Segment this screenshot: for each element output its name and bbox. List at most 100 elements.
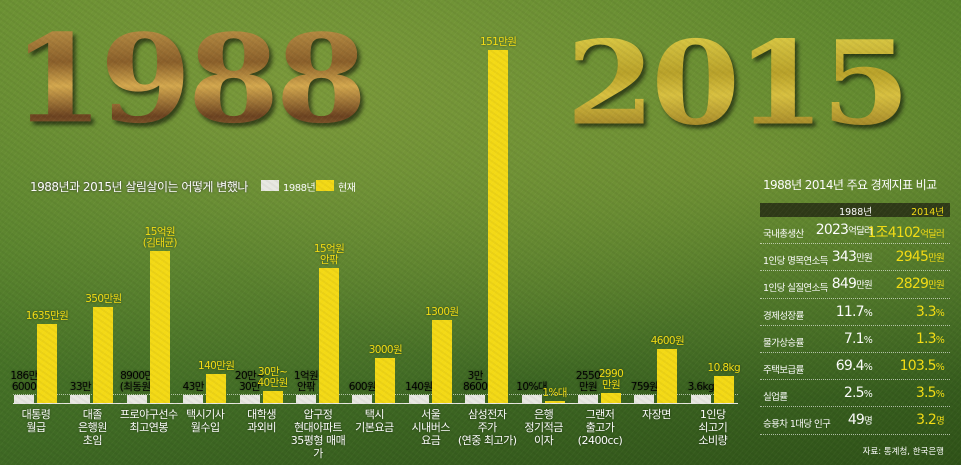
value: 69.4 (835, 357, 865, 374)
unit: 만원 (856, 253, 873, 265)
category-label-line: 이자 (533, 434, 554, 447)
category-label-line: 은행원 (77, 421, 107, 434)
value-label-line: 1635만원 (25, 309, 69, 322)
value-label-line: 1300원 (425, 306, 459, 319)
value-label-current: 15억원 (김태균) (135, 226, 185, 249)
category-label-line: 그랜저 (585, 408, 615, 421)
value-1988: 49명 (848, 412, 873, 428)
category-label-line: 요금 (421, 434, 441, 447)
value-label-line: 140원 (405, 380, 433, 393)
category-label-line: 월수입 (190, 421, 220, 434)
legend-swatch-1988 (261, 180, 279, 191)
unit: % (935, 361, 945, 373)
category-label: 1인당 쇠고기 소비량 (683, 408, 743, 447)
unit: 만원 (856, 280, 873, 292)
value-2014: 1조4102억달러 (868, 222, 945, 242)
category-label-line: 월급 (26, 421, 46, 434)
value-label-line: 350만원 (85, 292, 122, 305)
value-label-line: 3.6kg (687, 380, 715, 393)
chart-title: 1988년과 2015년 살림살이는 어떻게 변했나 (30, 180, 248, 194)
value-1988: 69.4% (835, 357, 873, 374)
value-label-line: 만원 (601, 379, 621, 392)
value-label-current: 151만원 (473, 37, 523, 48)
bar-1988 (352, 394, 373, 403)
value-label-1988: 140원 (394, 380, 444, 393)
value-label-line: 600원 (348, 380, 377, 393)
header-2014: 2014년 (911, 207, 944, 218)
unit: % (863, 334, 873, 346)
bar-current (657, 348, 678, 403)
category-label-line: 쇠고기 (698, 421, 728, 434)
value-2014: 3.5% (915, 385, 945, 402)
category-label-line: (연중 최고가) (457, 434, 517, 447)
category-label-line: 과외비 (247, 421, 277, 434)
value-1988: 7.1% (843, 330, 873, 347)
header-1988: 1988년 (839, 207, 872, 218)
category-label: 택시 기본요금 (344, 408, 404, 434)
value-label-line: 759원 (630, 380, 659, 393)
legend-label-1988: 1988년 (283, 183, 316, 194)
category-label-line: 택시기사 (185, 408, 225, 421)
table-title: 1988년 2014년 주요 경제지표 비교 (763, 178, 937, 192)
bar-1988 (183, 394, 204, 403)
unit: 만원 (928, 253, 945, 265)
value-label-current: 2990 만원 (586, 369, 636, 391)
value-label-1988: 1억원 안팎 (281, 369, 331, 393)
value-label-1988: 186만 6000 (0, 370, 49, 393)
category-label-line: 시내버스 (411, 421, 451, 434)
value-label-current: 3000원 (360, 345, 410, 356)
row-label: 승용차 1대당 인구 (763, 419, 831, 431)
value-label-1988: 10%대 (507, 381, 557, 393)
category-label-line: 서울 (421, 408, 441, 421)
row-label: 주택보급률 (763, 364, 804, 376)
value-label-current: 4600원 (642, 335, 692, 347)
value-label-line: 1억원 (293, 369, 319, 382)
category-label-line: 프로야구선수 (119, 408, 178, 421)
value-label-line: 20만~ (234, 369, 265, 382)
row-label: 국내총생산 (763, 229, 804, 240)
value-label-line: 3만 (467, 369, 484, 382)
row-label: 1인당 실질연소득 (763, 283, 828, 295)
value-2014: 3.2명 (916, 412, 945, 428)
legend-swatch-current (316, 180, 334, 191)
bar-1988 (239, 394, 260, 403)
category-label: 은행 정기적금 이자 (514, 408, 574, 447)
bar-1988 (126, 394, 147, 403)
bar-current (601, 393, 621, 403)
category-label: 대학생 과외비 (232, 408, 292, 434)
category-label: 자장면 (626, 408, 686, 421)
category-label-line: 은행 (533, 408, 554, 421)
value-label-1988: 759원 (619, 380, 669, 393)
value: 3.5 (915, 385, 937, 402)
category-label: 대졸 은행원 초임 (62, 408, 122, 447)
value-label-current: 350만원 (78, 292, 128, 305)
bar-current (713, 376, 734, 403)
bar-current (149, 250, 170, 403)
value: 7.1 (843, 330, 865, 347)
unit: 명 (936, 416, 945, 428)
value: 3.3 (915, 303, 937, 320)
value-label-1988: 3.6kg (676, 380, 726, 393)
legend-label-current: 현재 (338, 183, 356, 194)
value-label-line: 140만원 (198, 360, 235, 373)
category-label-line: 현대아파트 (293, 421, 343, 434)
source-note: 자료: 통계청, 한국은행 (862, 446, 944, 457)
bar-current (488, 50, 509, 403)
category-label-line: 대학생 (247, 408, 277, 421)
value-label-1988: 43만 (168, 381, 218, 393)
value-label-line: 3000원 (368, 344, 403, 357)
unit: % (935, 334, 945, 346)
category-label-line: 초임 (82, 434, 103, 447)
value-1988: 2.5% (844, 385, 873, 401)
table-row: 승용차 1대당 인구 49명 3.2명 (760, 407, 950, 435)
bar-1988 (690, 394, 711, 403)
value-label-line: (김태균) (142, 236, 178, 249)
indicator-table: 1988년 2014년 주요 경제지표 비교 1988년 2014년 국내총생산… (760, 176, 950, 457)
category-label-line: 소비량 (698, 434, 728, 447)
value-label-line: 15억원 (313, 243, 345, 256)
value-label-line: 40만원 (257, 376, 288, 389)
bar-1988 (521, 394, 542, 403)
value-label-line: 10.8kg (707, 362, 741, 375)
row-label: 1인당 명목연소득 (763, 256, 828, 268)
bar-current (262, 390, 283, 403)
